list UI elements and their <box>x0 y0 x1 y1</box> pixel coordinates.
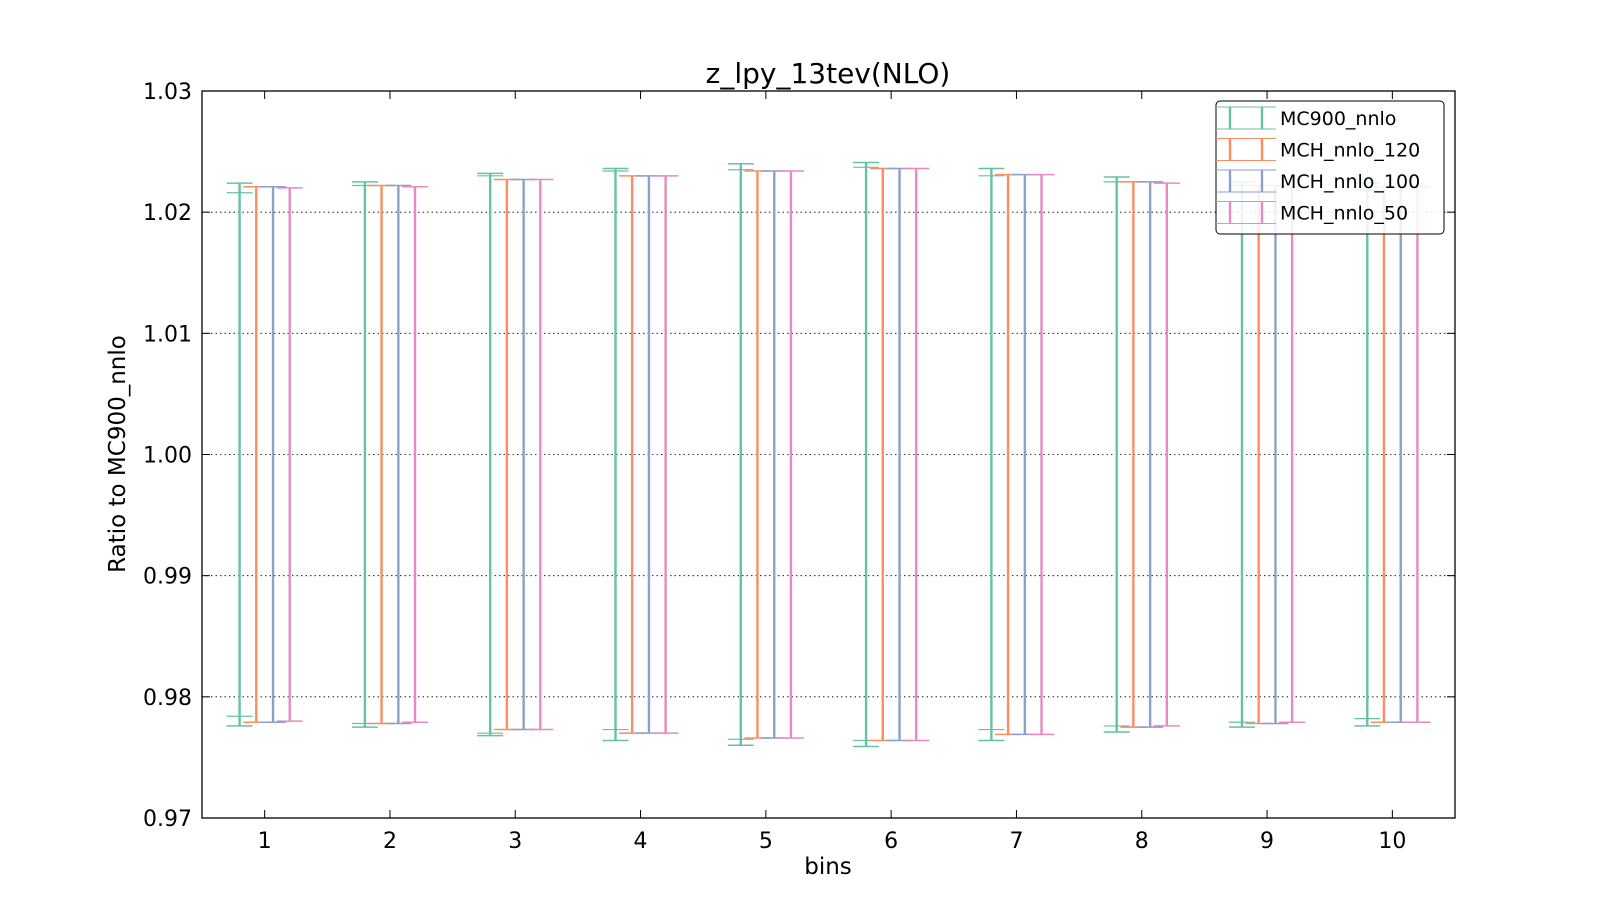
x-tick-label: 8 <box>1135 829 1149 854</box>
y-tick-label: 1.00 <box>143 444 192 469</box>
legend-label: MC900_nnlo <box>1280 108 1396 130</box>
legend-label: MCH_nnlo_100 <box>1280 171 1420 193</box>
legend-entry: MCH_nnlo_50 <box>1216 201 1408 225</box>
x-tick-label: 4 <box>634 829 648 854</box>
x-tick-label: 10 <box>1378 829 1406 854</box>
x-tick-label: 1 <box>258 829 272 854</box>
legend-label: MCH_nnlo_50 <box>1280 203 1408 225</box>
series-1 <box>243 167 1397 742</box>
legend: MC900_nnlo MCH_nnlo_120 MCH_nnlo_100 MCH_nn… <box>1215 100 1445 235</box>
x-tick-label: 5 <box>759 829 773 854</box>
y-tick-label: 0.98 <box>143 686 192 711</box>
y-tick-label: 1.01 <box>143 322 192 347</box>
series-3 <box>276 167 1431 742</box>
y-tick-label: 1.02 <box>143 201 192 226</box>
legend-box <box>1215 100 1445 235</box>
legend-label: MCH_nnlo_120 <box>1280 140 1420 162</box>
y-tick-label: 1.03 <box>143 80 192 105</box>
x-tick-label: 6 <box>884 829 898 854</box>
error-bars <box>226 161 1431 748</box>
series-0 <box>226 161 1381 748</box>
y-tick-label: 0.97 <box>143 807 192 832</box>
x-tick-label: 9 <box>1260 829 1274 854</box>
x-axis-label: bins <box>804 854 852 880</box>
y-axis-label: Ratio to MC900_nnlo <box>105 335 131 573</box>
legend-entry: MCH_nnlo_100 <box>1216 169 1420 193</box>
y-tick-label: 0.99 <box>143 565 192 590</box>
chart-title: z_lpy_13tev(NLO) <box>706 57 951 90</box>
x-tick-label: 3 <box>508 829 522 854</box>
series-2 <box>260 167 1414 742</box>
axis-ticks: 0.97 0.98 0.99 1.00 1.01 1.02 1.03 1 2 3 4 5 6 7 8 9 10 <box>143 80 1455 854</box>
legend-entry: MCH_nnlo_120 <box>1216 138 1420 162</box>
legend-entry: MC900_nnlo <box>1216 106 1396 130</box>
x-tick-label: 2 <box>383 829 397 854</box>
x-tick-label: 7 <box>1009 829 1023 854</box>
